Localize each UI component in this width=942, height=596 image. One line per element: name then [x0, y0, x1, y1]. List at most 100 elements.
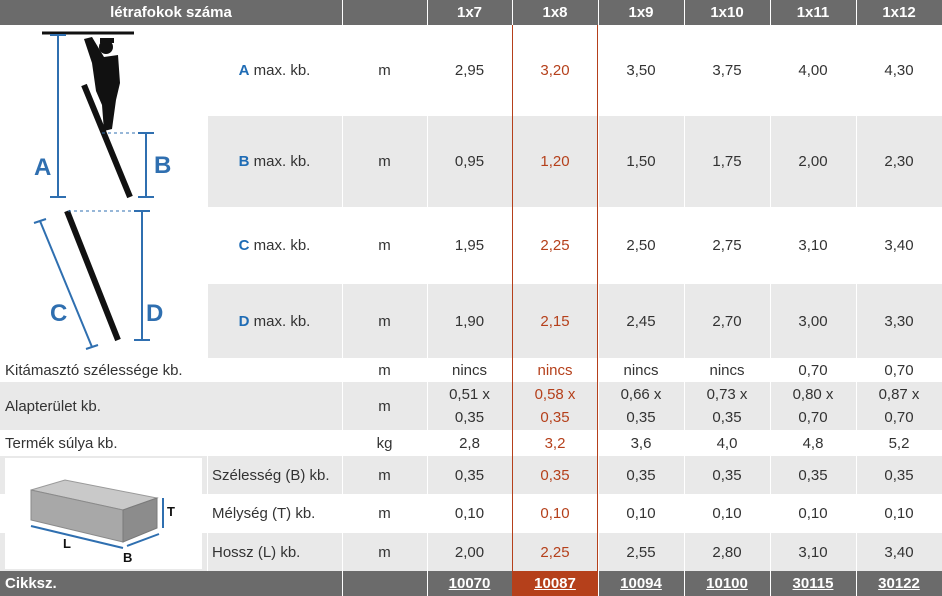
unit-cell: m — [378, 237, 391, 254]
column-header-title: létrafokok száma — [110, 4, 232, 21]
value-cell: 1,50 — [626, 153, 656, 170]
unit-cell: m — [378, 153, 391, 170]
value-cell: 0,70 — [884, 361, 914, 379]
value-cell: 2,25 — [540, 237, 570, 254]
ladder-diagram: A B C D — [0, 25, 207, 358]
value-cell: 0,10 — [884, 505, 914, 522]
value-cell: 2,8 — [459, 434, 480, 452]
unit-cell: kg — [376, 434, 393, 452]
package-label: Mélység (T) kb. — [212, 505, 316, 522]
dimension-key: B — [238, 153, 250, 170]
column-divider — [684, 0, 685, 596]
value-cell: 2,30 — [884, 153, 914, 170]
value-cell: nincs — [537, 361, 573, 379]
package-letter-b: B — [123, 550, 132, 565]
value-cell: 2,75 — [712, 237, 742, 254]
dimension-key: A — [238, 62, 250, 79]
value-cell: 2,95 — [454, 62, 485, 79]
dimension-label-d: D max. kb. — [207, 284, 342, 358]
column-divider — [207, 456, 208, 571]
value-cell: 3,30 — [884, 312, 914, 330]
article-number-link[interactable]: 10070 — [448, 575, 491, 592]
value-cell: 0,10 — [798, 505, 828, 522]
value-cell: 0,73 x 0,35 — [706, 386, 748, 426]
unit-cell: m — [378, 312, 391, 330]
unit-cell: m — [378, 397, 391, 415]
value-cell: 0,95 — [454, 153, 485, 170]
article-number-link[interactable]: 10094 — [620, 575, 662, 592]
value-cell: 5,2 — [888, 434, 910, 452]
column-divider — [342, 0, 343, 596]
dimension-text: max. kb. — [249, 62, 311, 79]
article-number-link[interactable]: 30115 — [792, 575, 834, 592]
value-cell: 1,75 — [712, 153, 742, 170]
dimension-text: max. kb. — [249, 237, 311, 254]
spec-label: Kitámasztó szélessége kb. — [5, 361, 183, 379]
value-cell: 3,75 — [712, 62, 742, 79]
value-cell: 0,70 — [798, 361, 828, 379]
value-cell: 0,35 — [626, 466, 656, 484]
row-background — [0, 382, 942, 430]
value-cell: 0,35 — [884, 466, 914, 484]
value-cell: 3,2 — [544, 434, 566, 452]
value-cell: 0,35 — [798, 466, 828, 484]
diagram-letter-a: A — [34, 154, 51, 181]
value-cell: 0,10 — [712, 505, 742, 522]
value-cell: 4,0 — [716, 434, 738, 452]
value-cell: 0,10 — [540, 505, 570, 522]
value-cell: 2,25 — [540, 543, 570, 561]
value-cell: 2,55 — [626, 543, 656, 561]
column-header-1x10: 1x10 — [710, 4, 744, 21]
value-cell: 2,50 — [626, 237, 656, 254]
package-label: Szélesség (B) kb. — [212, 466, 330, 484]
unit-cell: m — [378, 466, 391, 484]
dimension-label-c: C max. kb. — [207, 207, 342, 284]
value-cell: 2,80 — [712, 543, 742, 561]
diagram-letter-b: B — [154, 152, 171, 179]
value-cell: nincs — [451, 361, 488, 379]
value-cell: 2,70 — [712, 312, 742, 330]
value-cell: 3,50 — [626, 62, 656, 79]
value-cell: 0,87 x 0,70 — [878, 386, 920, 426]
article-number-label: Cikksz. — [5, 575, 57, 592]
value-cell: 3,10 — [798, 237, 828, 254]
article-number-link[interactable]: 30122 — [878, 575, 920, 592]
value-cell: 0,35 — [540, 466, 570, 484]
value-cell: 4,00 — [798, 62, 828, 79]
value-cell: 0,80 x 0,70 — [792, 386, 834, 426]
spec-label: Alapterület kb. — [5, 397, 101, 415]
package-letter-t: T — [167, 504, 175, 519]
value-cell: 3,6 — [630, 434, 652, 452]
dimension-label-a: A max. kb. — [207, 25, 342, 116]
column-divider — [770, 0, 771, 596]
unit-cell: m — [378, 543, 391, 561]
value-cell: 0,35 — [712, 466, 742, 484]
value-cell: 3,00 — [798, 312, 828, 330]
value-cell: 0,58 x 0,35 — [534, 386, 576, 426]
value-cell: 1,95 — [454, 237, 485, 254]
value-cell: 2,00 — [454, 543, 485, 561]
package-diagram: T L B — [5, 458, 202, 569]
column-header-1x7: 1x7 — [456, 4, 483, 21]
value-cell: 2,45 — [626, 312, 656, 330]
value-cell: 0,51 x 0,35 — [449, 386, 490, 426]
article-number-link[interactable]: 10100 — [706, 575, 748, 592]
diagram-letter-d: D — [146, 300, 163, 327]
value-cell: 0,66 x 0,35 — [620, 386, 662, 426]
value-cell: 3,10 — [798, 543, 828, 561]
value-cell: 4,30 — [884, 62, 914, 79]
unit-cell: m — [378, 62, 391, 79]
spec-label: Termék súlya kb. — [5, 434, 118, 452]
value-cell: 2,00 — [798, 153, 828, 170]
unit-cell: m — [378, 361, 391, 379]
value-cell: 2,15 — [540, 312, 570, 330]
article-number-link[interactable]: 10087 — [512, 571, 598, 596]
column-header-1x11: 1x11 — [796, 4, 830, 21]
highlight-column-frame — [512, 25, 598, 571]
diagram-letter-c: C — [50, 300, 67, 327]
value-cell: nincs — [709, 361, 745, 379]
row-background — [0, 571, 942, 596]
value-cell: 3,40 — [884, 237, 914, 254]
column-header-1x9: 1x9 — [628, 4, 654, 21]
